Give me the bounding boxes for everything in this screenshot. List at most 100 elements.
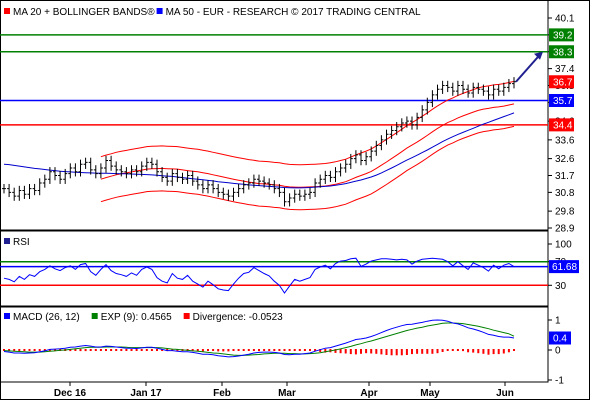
price-bar [313, 178, 318, 198]
divergence-bar [212, 349, 215, 351]
signal-line [3, 322, 515, 356]
divergence-bar [303, 349, 306, 351]
rsi-tag-box [549, 260, 579, 274]
divergence-bar [370, 349, 373, 354]
price-bar [216, 183, 221, 198]
price-tick-label: 33.6 [555, 135, 575, 146]
divergence-bar [135, 349, 138, 351]
divergence-bar [125, 349, 128, 351]
price-bar [190, 170, 195, 186]
divergence-bar [110, 349, 113, 351]
divergence-bar [161, 349, 164, 351]
macd-legend-swatch [4, 313, 10, 319]
divergence-bar [99, 349, 102, 351]
price-bar [384, 129, 389, 145]
divergence-bar [467, 349, 470, 353]
price-bar [272, 180, 277, 194]
price-tick-label: 31.7 [555, 171, 575, 182]
divergence-bar [324, 349, 327, 353]
price-bar [2, 183, 6, 194]
rsi-series [3, 257, 515, 294]
divergence-bar [156, 349, 158, 351]
divergence-bar [400, 349, 403, 356]
price-bar [466, 84, 471, 98]
divergence-bar [145, 349, 148, 351]
macd-legend-swatch [183, 313, 190, 319]
macd-legend-label: MACD (26, 12) [13, 312, 80, 323]
divergence-bar [365, 349, 368, 354]
divergence-bar [385, 349, 388, 355]
x-tick-label: Mar [278, 388, 296, 399]
price-bar [348, 153, 353, 169]
macd-tag-box [549, 331, 571, 345]
divergence-bar [94, 349, 97, 351]
divergence-bar [252, 349, 255, 351]
price-bar [455, 80, 460, 96]
price-bar [165, 172, 170, 186]
price-bar [415, 112, 420, 130]
macd-panel-border [0, 306, 549, 383]
macd-legend-label: Divergence: -0.0523 [193, 312, 283, 323]
price-bar [98, 163, 103, 179]
divergence-bar [140, 349, 143, 351]
price-bar [461, 80, 465, 94]
level-tag-box [549, 28, 574, 42]
divergence-bar [130, 349, 133, 351]
divergence-bar [23, 349, 26, 351]
price-bar [58, 170, 63, 184]
divergence-bar [416, 349, 419, 354]
divergence-bar [227, 349, 230, 352]
price-bar [109, 155, 114, 171]
price-bar [491, 84, 496, 100]
bollinger-upper [100, 80, 515, 166]
rsi-tick-label: 100 [555, 240, 572, 251]
macd-legend-swatch [91, 313, 98, 319]
price-bar [328, 170, 333, 183]
divergence-bar [263, 349, 266, 351]
price-bar [450, 82, 455, 96]
x-tick-label: Feb [213, 388, 231, 399]
price-tick-label: 37.4 [555, 64, 575, 75]
divergence-bar [69, 349, 72, 352]
divergence-bar [120, 349, 123, 351]
divergence-bar [196, 349, 199, 352]
price-bar [257, 174, 261, 186]
price-bar [333, 167, 338, 183]
price-bar [410, 116, 414, 130]
divergence-bar [33, 349, 36, 351]
divergence-bar [171, 349, 174, 351]
price-bar [308, 187, 312, 199]
divergence-bar [28, 349, 31, 351]
price-bar [63, 168, 68, 184]
price-tick-label: 29.8 [555, 207, 575, 218]
rsi-panel-border [0, 230, 549, 307]
price-bar [241, 180, 246, 194]
price-bar [445, 80, 450, 93]
divergence-bar [513, 349, 515, 351]
divergence-bar [8, 349, 11, 351]
price-bar [53, 167, 57, 181]
level-tag-box [549, 118, 574, 132]
divergence-bar [288, 349, 291, 351]
price-bar [435, 84, 440, 100]
price-bar [267, 178, 272, 190]
divergence-bar [242, 349, 245, 351]
level-tag-label: 36.7 [553, 77, 573, 88]
price-bar [180, 172, 185, 184]
divergence-bar [191, 349, 194, 351]
price-bar [226, 189, 231, 201]
bollinger-lower [100, 125, 515, 211]
divergence-bar [354, 349, 357, 355]
price-bar [231, 187, 236, 201]
divergence-bar [492, 349, 495, 355]
divergence-bar [334, 349, 337, 353]
forecast-arrow-shaft [515, 55, 540, 83]
macd-lines [3, 319, 515, 358]
macd-tick-label: 1 [555, 316, 561, 327]
divergence-bar [344, 349, 347, 354]
price-tick-label: 30.8 [555, 188, 575, 199]
price-bar [277, 183, 282, 198]
x-tick-label: Apr [360, 388, 377, 399]
divergence-bar [482, 349, 485, 354]
rsi-levels [0, 260, 548, 287]
